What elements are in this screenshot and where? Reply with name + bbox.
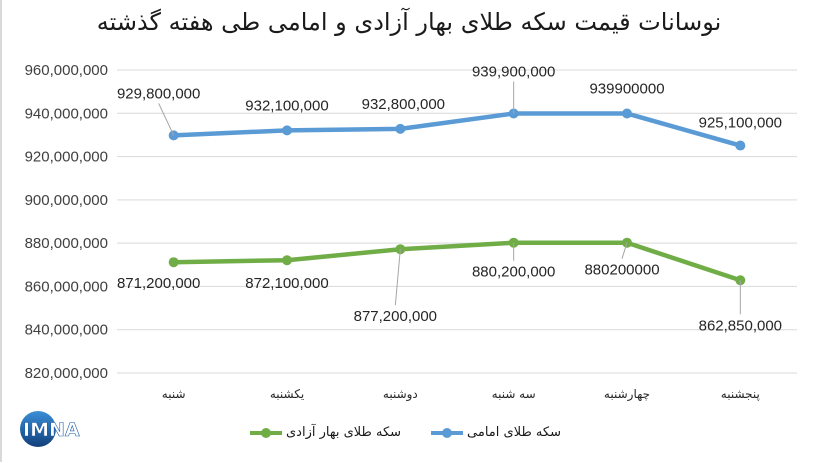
x-tick-label: شنبه: [162, 387, 186, 401]
legend-label: سکه طلای بهار آزادی: [286, 425, 402, 440]
logo-text: IMNA: [23, 419, 80, 441]
data-label: 939,900,000: [472, 64, 555, 81]
data-label: 929,800,000: [117, 85, 200, 102]
data-label: 925,100,000: [699, 115, 782, 132]
data-label: 880200000: [584, 262, 659, 279]
data-label: 939900000: [589, 81, 664, 98]
data-label: 877,200,000: [354, 308, 437, 325]
y-tick-label: 840,000,000: [25, 322, 108, 339]
gridlines: [117, 69, 797, 374]
legend-line-marker-icon: [431, 427, 464, 438]
data-label: 872,100,000: [245, 275, 328, 292]
y-tick-label: 940,000,000: [25, 105, 108, 122]
x-tick-label: دوشنبه: [383, 387, 418, 402]
y-tick-label: 900,000,000: [25, 192, 108, 209]
chart-title: نوسانات قیمت سکه طلای بهار آزادی و امامی…: [96, 8, 722, 36]
legend-label: سکه طلای امامی: [467, 425, 561, 440]
data-point-marker-icon: [395, 123, 406, 134]
x-tick-label: پنجشنبه: [721, 387, 760, 401]
leader-line: [158, 103, 175, 136]
data-point-marker-icon: [735, 140, 746, 151]
data-label: 932,100,000: [245, 97, 328, 114]
legend-line-marker-icon: [250, 427, 282, 438]
y-tick-label: 960,000,000: [25, 62, 108, 79]
data-point-marker-icon: [168, 257, 179, 268]
data-labels: 929,800,000 932,100,000 932,800,000 939,900…: [117, 64, 782, 335]
y-tick-label: 860,000,000: [25, 278, 108, 295]
data-label: 862,850,000: [699, 317, 782, 334]
legend-item-bahar-azadi: سکه طلای بهار آزادی: [250, 425, 401, 440]
leader-line: [394, 249, 401, 306]
data-label: 932,800,000: [362, 96, 445, 113]
series-line: [173, 240, 742, 283]
y-axis: 820,000,000 840,000,000 860,000,000 880,000…: [25, 62, 108, 382]
x-tick-label: چهارشنبه: [604, 387, 650, 402]
series-lines: [168, 108, 746, 286]
legend: سکه طلای امامی سکه طلای بهار آزادی: [250, 425, 561, 440]
imna-logo-icon: IMNA: [20, 411, 80, 447]
y-tick-label: 820,000,000: [25, 365, 108, 382]
data-point-marker-icon: [282, 255, 292, 266]
legend-item-emami: سکه طلای امامی: [431, 425, 561, 440]
x-tick-label: سه شنبه: [492, 387, 536, 401]
x-tick-label: یکشنبه: [270, 387, 304, 401]
series-line: [173, 111, 741, 148]
data-point-marker-icon: [622, 108, 632, 119]
leader-line: [621, 242, 628, 259]
x-axis: شنبه یکشنبه دوشنبه سه شنبه چهارشنبه پنجشنبه: [162, 387, 760, 402]
data-label: 880,200,000: [472, 264, 555, 281]
data-point-marker-icon: [282, 125, 292, 136]
y-tick-label: 880,000,000: [25, 235, 108, 252]
y-tick-label: 920,000,000: [25, 149, 108, 166]
data-label: 871,200,000: [117, 275, 200, 292]
